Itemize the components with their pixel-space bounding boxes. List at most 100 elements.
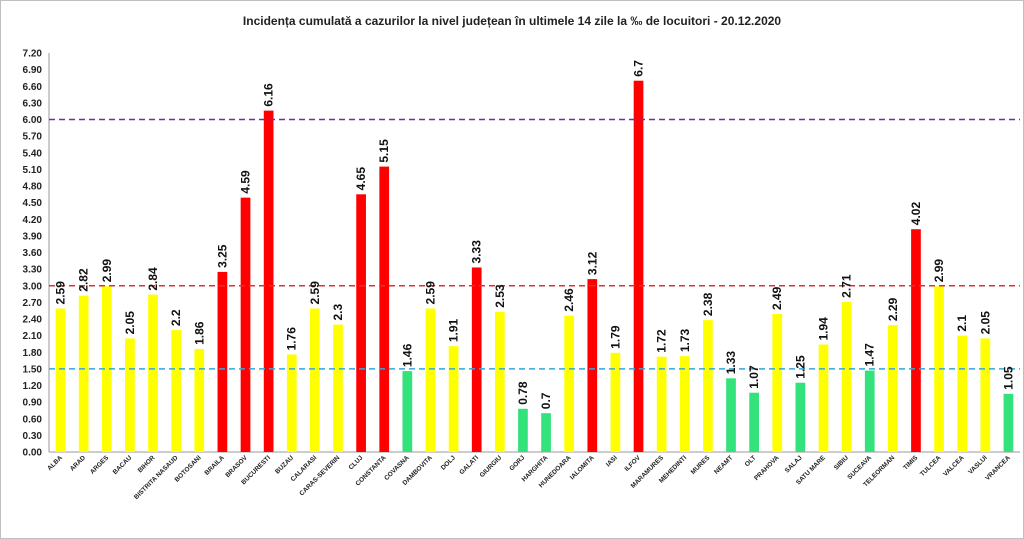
y-tick-label: 0.30: [23, 431, 43, 442]
bar: [217, 271, 228, 452]
y-tick-label: 3.60: [23, 248, 43, 259]
data-label: 2.71: [840, 274, 854, 298]
bar: [518, 408, 528, 452]
data-label: 1.05: [1001, 366, 1015, 390]
chart-title: Incidența cumulată a cazurilor la nivel …: [242, 14, 782, 28]
category-label: MURES: [690, 454, 712, 476]
category-label: BUZAU: [274, 454, 295, 475]
y-tick-label: 5.10: [23, 165, 43, 176]
y-tick-label: 1.20: [23, 381, 43, 392]
category-label: BIHOR: [137, 454, 157, 474]
y-tick-label: 3.00: [23, 281, 43, 292]
data-label: 0.78: [516, 381, 530, 405]
y-tick-label: 6.90: [23, 65, 43, 76]
y-tick-label: 0.00: [23, 448, 43, 459]
bar: [887, 325, 898, 452]
bar: [1003, 393, 1014, 452]
bar: [194, 348, 205, 452]
data-label: 1.07: [747, 365, 761, 389]
category-label: ILFOV: [623, 454, 642, 473]
bar: [263, 110, 274, 452]
category-label: GIURGIU: [479, 454, 504, 479]
category-label: SALAJ: [784, 454, 804, 474]
bar: [55, 308, 66, 452]
y-tick-label: 3.90: [23, 231, 43, 242]
data-label: 2.59: [308, 281, 322, 305]
data-label: 2.38: [701, 292, 715, 316]
data-label: 1.46: [400, 343, 414, 367]
data-label: 4.59: [239, 170, 253, 194]
category-label: NEAMT: [713, 454, 734, 475]
data-label: 3.33: [470, 240, 484, 264]
category-label: IALOMITA: [569, 454, 596, 481]
y-tick-label: 6.60: [23, 82, 43, 93]
y-tick-label: 4.80: [23, 182, 43, 193]
data-label: 2.3: [331, 304, 345, 321]
data-label: 1.94: [816, 317, 830, 341]
data-label: 2.59: [423, 281, 437, 305]
bar: [78, 295, 89, 452]
data-label: 2.1: [955, 315, 969, 332]
bar: [333, 324, 343, 452]
y-tick-label: 4.20: [23, 215, 43, 226]
data-label: 2.53: [493, 284, 507, 308]
y-tick-label: 6.00: [23, 115, 43, 126]
bar: [448, 346, 459, 452]
data-label: 1.33: [724, 351, 738, 375]
y-tick-label: 5.40: [23, 148, 43, 159]
bar: [864, 370, 875, 452]
category-label: VASLUI: [967, 454, 989, 476]
bar: [980, 338, 991, 452]
data-label: 3.25: [215, 244, 229, 268]
data-label: 1.86: [192, 321, 206, 345]
category-label: OLT: [744, 454, 758, 468]
bar: [101, 286, 112, 452]
bar: [471, 267, 482, 452]
y-tick-label: 2.10: [23, 331, 43, 342]
bar: [656, 356, 667, 452]
y-tick-label: 1.80: [23, 348, 43, 359]
data-label: 2.99: [100, 259, 114, 283]
data-label: 0.7: [539, 392, 553, 409]
bar: [841, 301, 852, 452]
y-tick-label: 0.90: [23, 398, 43, 409]
bar: [818, 344, 829, 452]
bar: [402, 371, 413, 452]
category-label: GORJ: [508, 454, 526, 472]
y-tick-label: 6.30: [23, 98, 43, 109]
category-label: ARGES: [89, 454, 111, 476]
bar: [564, 315, 575, 452]
y-tick-label: 0.60: [23, 414, 43, 425]
bar: [379, 166, 390, 452]
data-label: 3.12: [585, 251, 599, 275]
category-label: IASI: [605, 454, 619, 468]
category-label: PRAHOVA: [753, 454, 781, 482]
data-label: 2.49: [770, 286, 784, 310]
y-tick-label: 7.20: [23, 49, 43, 60]
y-tick-label: 5.70: [23, 132, 43, 143]
y-tick-label: 2.70: [23, 298, 43, 309]
data-label: 1.47: [863, 343, 877, 367]
category-label: GALATI: [458, 454, 480, 476]
data-label: 1.91: [447, 318, 461, 342]
bar: [703, 320, 713, 452]
bar: [911, 229, 921, 452]
category-label: TULCEA: [919, 454, 943, 478]
y-tick-label: 3.30: [23, 265, 43, 276]
data-label: 1.25: [793, 355, 807, 379]
data-label: 2.05: [978, 311, 992, 335]
data-label: 2.59: [54, 281, 68, 305]
data-label: 1.76: [285, 327, 299, 351]
bar: [610, 352, 621, 452]
bar: [772, 314, 783, 452]
category-label: VALCEA: [942, 454, 966, 478]
data-label: 2.99: [932, 259, 946, 283]
y-tick-label: 2.40: [23, 315, 43, 326]
bar: [356, 194, 366, 452]
data-label: 1.72: [655, 329, 669, 353]
bar: [957, 335, 968, 452]
category-label: BACAU: [112, 454, 134, 476]
category-label: CARAS-SEVERIN: [298, 454, 341, 497]
bar: [425, 308, 436, 452]
category-label: ALBA: [46, 454, 64, 472]
